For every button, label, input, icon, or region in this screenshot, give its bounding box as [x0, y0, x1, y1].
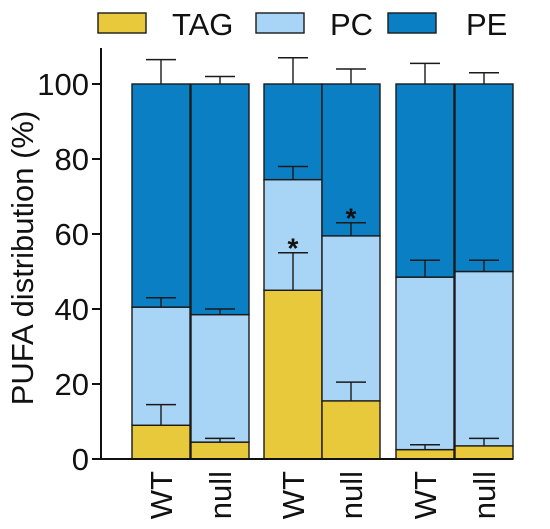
error-bar-pe-1 — [205, 75, 235, 84]
y-tick-label-20: 20 — [55, 367, 89, 402]
error-bar-pe-2 — [278, 57, 308, 84]
bar-pe-0 — [131, 83, 191, 308]
legend-swatch-pc — [255, 12, 305, 34]
bar-pe-4 — [395, 83, 455, 278]
bar-pc-4 — [395, 276, 455, 451]
y-tick-label-0: 0 — [72, 442, 89, 477]
error-bar-pc-1 — [205, 308, 235, 315]
y-tick-label-100: 100 — [37, 67, 89, 102]
legend-label-tag: TAG — [172, 7, 233, 42]
error-bar-pe-4 — [410, 62, 440, 84]
error-bar-tag-4 — [410, 444, 440, 450]
legend-item-pc: PC — [255, 7, 373, 42]
legend-item-pe: PE — [387, 7, 507, 42]
x-tick-label-3: null — [334, 471, 369, 519]
error-bar-pc-4 — [410, 259, 440, 278]
error-bars — [146, 57, 499, 450]
x-tick-label-2: WT — [276, 471, 311, 519]
bar-tag-2 — [263, 289, 323, 460]
error-bar-pc-5 — [469, 259, 499, 272]
bar-tag-3 — [321, 400, 381, 460]
bar-tag-4 — [395, 448, 455, 460]
annotations: ** — [288, 202, 357, 263]
bar-pe-1 — [190, 83, 250, 316]
axes: 0 20 40 60 80 100 WT null WT null WT null — [37, 48, 513, 519]
error-bar-pe-5 — [469, 72, 499, 84]
x-tick-label-4: WT — [408, 471, 443, 519]
y-tick-label-80: 80 — [55, 142, 89, 177]
bar-pe-2 — [263, 83, 323, 181]
error-bar-tag-5 — [469, 437, 499, 446]
bar-pc-3 — [321, 235, 381, 402]
legend-label-pc: PC — [330, 7, 373, 42]
error-bar-pe-0 — [146, 58, 176, 84]
bars — [131, 83, 514, 460]
bar-pe-5 — [454, 83, 514, 273]
bar-pc-5 — [454, 270, 514, 447]
y-tick-label-40: 40 — [55, 292, 89, 327]
error-bar-pc-0 — [146, 297, 176, 308]
significance-marker-1: * — [346, 202, 357, 233]
x-tick-label-1: null — [203, 471, 238, 519]
x-tick-label-0: WT — [144, 471, 179, 519]
error-bar-pc-2 — [278, 165, 308, 180]
error-bar-tag-0 — [146, 403, 176, 426]
significance-marker-0: * — [288, 232, 299, 263]
legend-item-tag: TAG — [97, 7, 233, 42]
legend-swatch-tag — [97, 12, 147, 34]
y-tick-label-60: 60 — [55, 217, 89, 252]
bar-pc-1 — [190, 313, 250, 443]
legend-swatch-pe — [387, 12, 437, 34]
error-bar-tag-2 — [278, 252, 308, 291]
y-axis-label: PUFA distribution (%) — [5, 111, 40, 406]
error-bar-tag-1 — [205, 437, 235, 443]
bar-tag-0 — [131, 424, 191, 460]
error-bar-tag-3 — [336, 381, 366, 401]
x-tick-label-5: null — [467, 471, 502, 519]
legend-label-pe: PE — [466, 7, 507, 42]
legend: TAG PC PE — [97, 7, 507, 42]
bar-tag-5 — [454, 445, 514, 460]
bar-tag-1 — [190, 441, 250, 460]
error-bar-pc-3 — [336, 222, 366, 236]
error-bar-pe-3 — [336, 68, 366, 84]
